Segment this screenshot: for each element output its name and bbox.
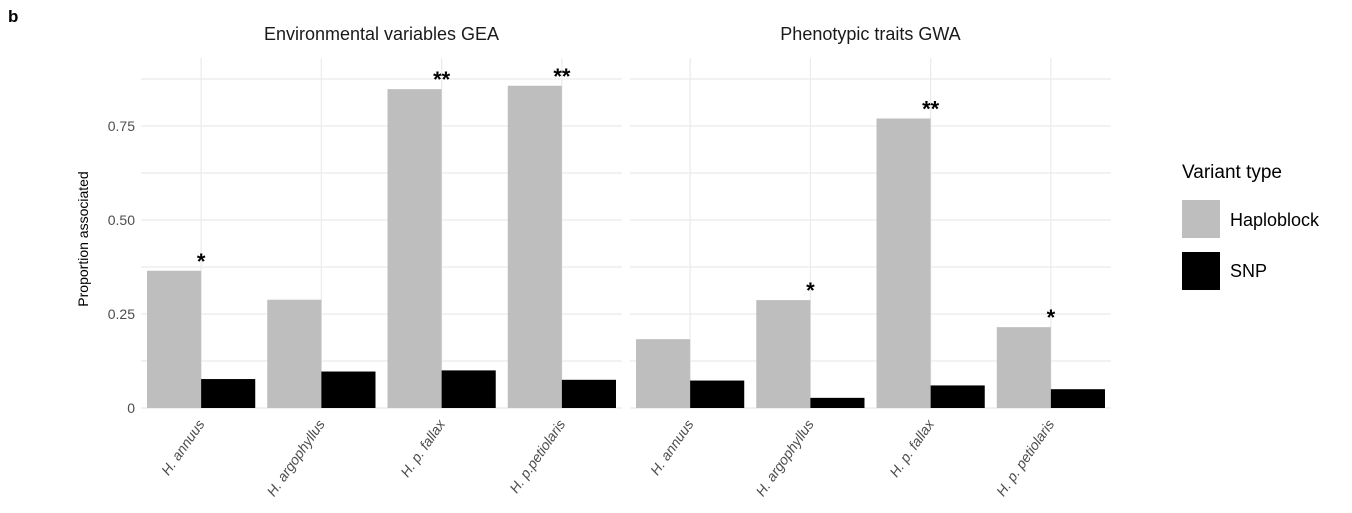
significance-marker: ** <box>553 64 571 89</box>
bar-haploblock <box>996 327 1051 408</box>
legend-swatch-haploblock <box>1182 200 1220 238</box>
y-axis-title: Proportion associated <box>75 171 91 306</box>
legend-swatch-snp <box>1182 252 1220 290</box>
bar-snp <box>690 380 745 408</box>
bar-snp <box>1050 389 1105 408</box>
plot-area: 0 0.25 0.50 0.75 Environmental variables GEA… <box>108 24 1111 499</box>
x-tick-label: H. annuus <box>158 417 208 478</box>
panel-label: b <box>8 7 18 26</box>
legend-title: Variant type <box>1182 162 1282 183</box>
legend-label-haploblock: Haploblock <box>1230 210 1320 230</box>
x-tick-label: H. annuus <box>647 417 697 478</box>
facet-title: Environmental variables GEA <box>264 24 499 44</box>
bar-haploblock <box>876 118 931 408</box>
legend: Variant type Haploblock SNP <box>1182 162 1320 290</box>
bar-haploblock <box>147 270 202 408</box>
facet-panel-2: Phenotypic traits GWA H. annuus * H. argoph… <box>630 24 1111 499</box>
bar-haploblock <box>267 299 322 408</box>
x-tick-label: H. p.petiolaris <box>506 417 568 496</box>
x-tick-label: H. argophyllus <box>263 417 327 499</box>
bar-snp <box>321 371 376 408</box>
x-tick-label: H. p. petiolaris <box>993 417 1057 499</box>
bar-snp <box>201 379 256 408</box>
significance-marker: * <box>806 278 815 303</box>
significance-marker: ** <box>922 96 940 121</box>
significance-marker: * <box>1047 305 1056 330</box>
bar-snp <box>561 379 616 408</box>
x-tick-label: H. p. fallax <box>886 416 938 480</box>
facet-panel-1: Environmental variables GEA * H. annuus H. … <box>141 24 622 499</box>
y-tick-label: 0.25 <box>108 306 135 322</box>
legend-label-snp: SNP <box>1230 261 1267 281</box>
bar-snp <box>441 370 496 408</box>
facet-title: Phenotypic traits GWA <box>780 24 960 44</box>
bar-haploblock <box>756 300 811 408</box>
x-tick-label: H. argophyllus <box>752 417 816 499</box>
bar-snp <box>930 385 985 408</box>
significance-marker: ** <box>433 67 451 92</box>
bar-snp <box>810 397 865 408</box>
significance-marker: * <box>197 249 206 274</box>
bar-haploblock <box>636 339 691 408</box>
x-tick-label: H. p. fallax <box>397 416 449 480</box>
y-tick-label: 0.50 <box>108 212 135 228</box>
bar-haploblock <box>387 89 442 408</box>
bar-haploblock <box>507 85 562 408</box>
y-tick-label: 0.75 <box>108 118 135 134</box>
y-tick-label: 0 <box>127 400 135 416</box>
